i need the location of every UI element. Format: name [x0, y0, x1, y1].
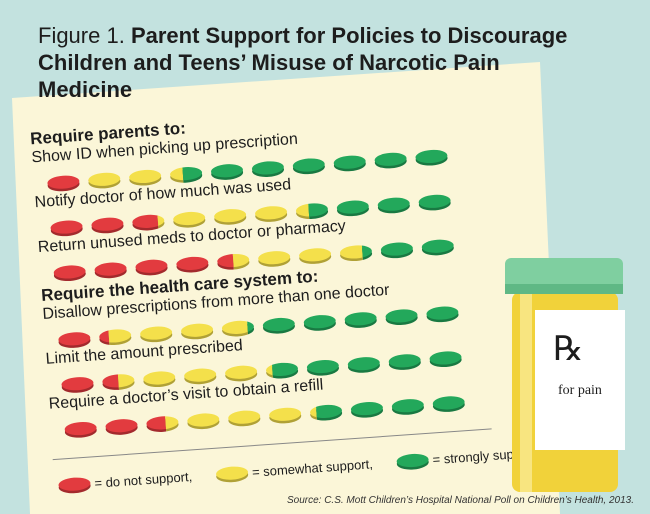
pill-segment: [164, 404, 318, 432]
pill-segment: [181, 149, 448, 183]
bottle-label: for pain: [558, 383, 602, 398]
legend-swatch: [216, 466, 249, 483]
pill-segment: [231, 245, 364, 270]
legend-label: = do not support,: [94, 469, 193, 491]
title: Parent Support for Policies to Discourag…: [38, 23, 568, 102]
pill-segment: [47, 172, 90, 192]
pill-segment: [156, 203, 311, 231]
pill-segment: [270, 351, 462, 379]
legend-swatch: [396, 453, 429, 470]
figure-label: Figure 1.: [38, 23, 125, 48]
pill-segment: [58, 329, 111, 348]
pill-segment: [50, 214, 160, 237]
source: Source: C.S. Mott Children’s Hospital Na…: [286, 495, 634, 506]
legend-label: = strongly support: [432, 445, 537, 467]
pill-segment: [64, 416, 167, 438]
pill-segment: [246, 306, 459, 337]
pill-segment: [360, 239, 454, 262]
pill-segment: [107, 320, 249, 346]
pill-segment: [307, 194, 451, 220]
pill-segment: [88, 167, 185, 189]
bottle: ℞ for pain: [505, 258, 625, 492]
separator: [52, 428, 492, 461]
legend-swatch: [58, 477, 91, 494]
pill-segment: [116, 362, 274, 390]
pill-segment: [315, 396, 465, 421]
chart-title: Figure 1. Parent Support for Policies to…: [38, 22, 598, 103]
rx-symbol: ℞: [553, 331, 583, 368]
